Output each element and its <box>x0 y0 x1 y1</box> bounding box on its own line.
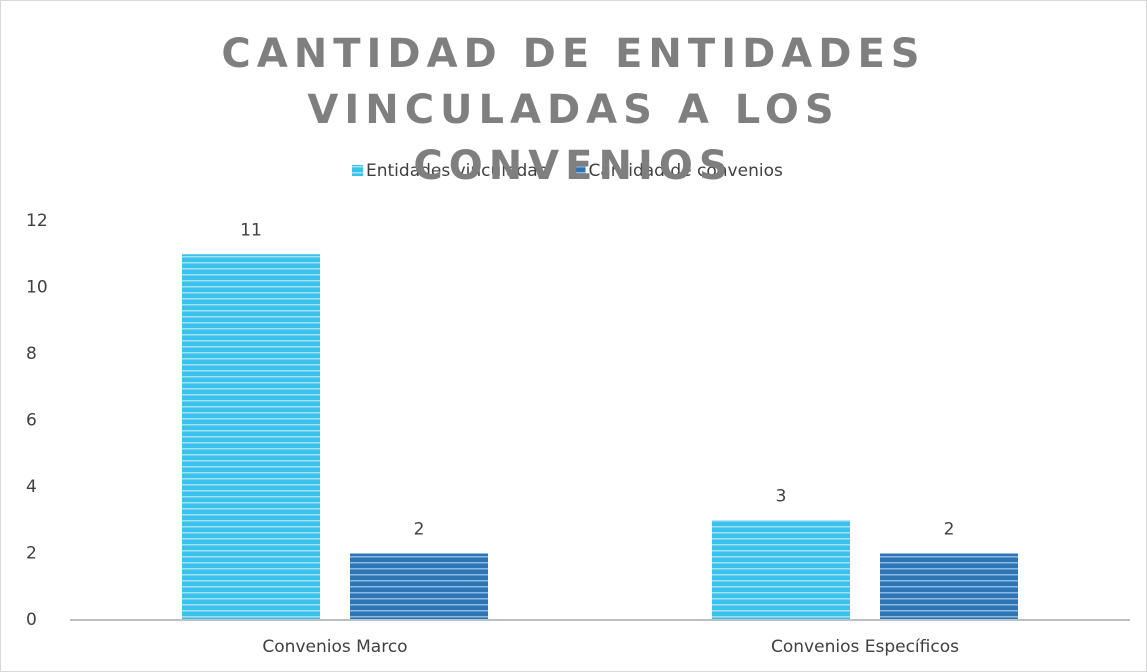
legend-swatch <box>574 165 586 176</box>
value-label: 11 <box>240 220 262 240</box>
y-tick-label: 8 <box>26 344 37 364</box>
bar <box>712 520 850 620</box>
legend-swatch <box>352 165 363 176</box>
bar <box>880 553 1018 620</box>
y-tick-label: 2 <box>26 544 37 564</box>
value-label: 2 <box>414 520 425 540</box>
y-tick-label: 0 <box>26 610 37 630</box>
value-label: 2 <box>944 520 955 540</box>
bar <box>182 254 320 620</box>
chart-title: CANTIDAD DE ENTIDADES VINCULADAS A LOS C… <box>221 31 926 189</box>
value-label: 3 <box>776 486 787 506</box>
y-tick-label: 6 <box>26 411 37 431</box>
legend-label: Cantidad de convenios <box>589 161 783 181</box>
x-tick-label: Convenios Específicos <box>771 637 959 657</box>
y-tick-label: 4 <box>26 477 37 497</box>
legend-label: Entidades vinculadas <box>366 161 547 181</box>
x-tick-label: Convenios Marco <box>262 637 407 657</box>
y-tick-label: 12 <box>26 211 48 231</box>
y-tick-label: 10 <box>26 278 48 298</box>
bar <box>350 553 488 620</box>
